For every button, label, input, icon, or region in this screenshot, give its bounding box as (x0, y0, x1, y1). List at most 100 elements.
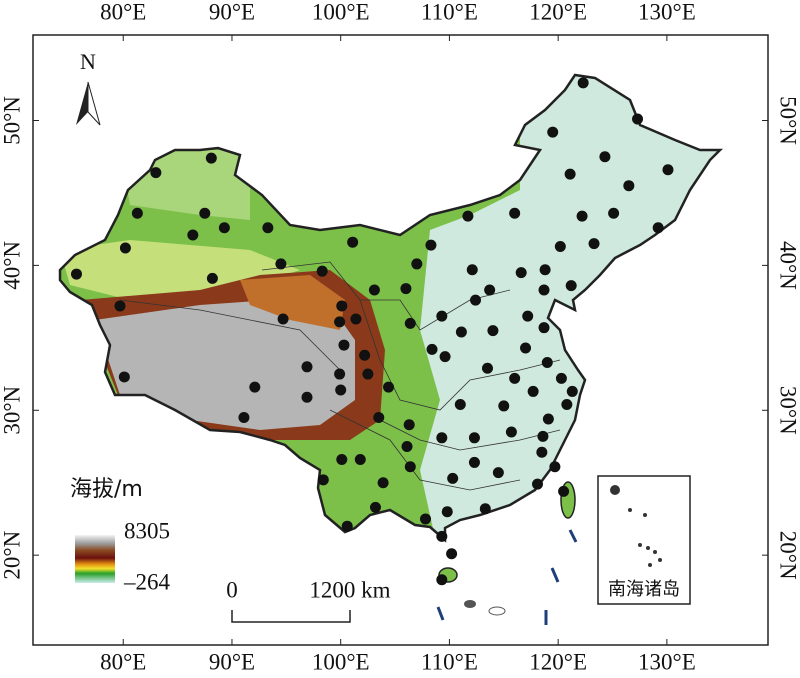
legend-title: 海拔/m (70, 477, 143, 502)
station (199, 207, 211, 219)
station (531, 478, 543, 490)
station (334, 316, 346, 328)
station (577, 77, 589, 89)
station (564, 168, 576, 180)
station (404, 317, 416, 329)
island (464, 600, 476, 608)
station (262, 222, 274, 234)
lon-label: 120°E (529, 649, 587, 674)
station (462, 210, 474, 222)
station (466, 264, 478, 276)
station (218, 222, 230, 234)
station (400, 283, 412, 295)
station (354, 454, 366, 466)
station (426, 343, 438, 355)
station (484, 284, 496, 296)
station (119, 242, 131, 254)
station (118, 371, 130, 383)
station (505, 426, 517, 438)
lon-label: 110°E (421, 0, 478, 24)
station (368, 284, 380, 296)
station (662, 164, 674, 176)
station (455, 326, 467, 338)
station (536, 446, 548, 458)
station (335, 384, 347, 396)
lat-label: 30°N (776, 386, 800, 435)
station (652, 222, 664, 234)
station (632, 113, 644, 125)
station (520, 342, 532, 354)
station (401, 440, 413, 452)
lon-label: 130°E (638, 0, 696, 24)
station (441, 506, 453, 518)
station (555, 372, 567, 384)
station (481, 362, 493, 374)
station (537, 430, 549, 442)
lon-label: 90°E (209, 649, 255, 674)
station (404, 461, 416, 473)
lat-label: 50°N (0, 96, 24, 145)
station (542, 413, 554, 425)
station (541, 356, 553, 368)
station (403, 419, 415, 431)
station (114, 300, 126, 312)
station (206, 272, 218, 284)
lon-label: 110°E (421, 649, 478, 674)
lon-label: 120°E (529, 0, 587, 24)
station (515, 267, 527, 279)
lat-label: 40°N (0, 241, 24, 290)
station (487, 325, 499, 337)
station (275, 258, 287, 270)
scale-start: 0 (226, 577, 238, 602)
lon-label: 100°E (312, 649, 370, 674)
lon-label: 130°E (638, 649, 696, 674)
station (362, 368, 374, 380)
station (350, 313, 362, 325)
station (336, 454, 348, 466)
station (420, 513, 432, 525)
station (238, 412, 250, 424)
station (561, 398, 573, 410)
island (488, 606, 506, 616)
station (301, 391, 313, 403)
scale-bar (231, 610, 351, 623)
scale-end: 1200 km (309, 577, 390, 602)
station (479, 503, 491, 515)
station (498, 400, 510, 412)
lon-label: 80°E (100, 649, 146, 674)
station (70, 268, 82, 280)
lon-label: 100°E (312, 0, 370, 24)
lat-label: 50°N (776, 96, 800, 145)
nine-dash-line (436, 529, 578, 625)
inset-islands (610, 485, 662, 567)
station (187, 229, 199, 241)
inset-label: 南海诸岛 (608, 579, 680, 600)
station (608, 207, 620, 219)
station (576, 210, 588, 222)
lat-label: 40°N (776, 241, 800, 290)
station (468, 432, 480, 444)
station (509, 207, 521, 219)
inset-frame (597, 475, 691, 605)
station (369, 501, 381, 513)
station (588, 238, 600, 250)
station (377, 477, 389, 489)
station (623, 180, 635, 192)
station (341, 520, 353, 532)
station (131, 207, 143, 219)
station (317, 474, 329, 486)
station (338, 339, 350, 351)
station (547, 126, 559, 138)
station (554, 241, 566, 253)
station (301, 361, 313, 373)
station (527, 385, 539, 397)
station (373, 412, 385, 424)
station (538, 284, 550, 296)
station (277, 313, 289, 325)
lat-label: 20°N (776, 531, 800, 580)
station (446, 548, 458, 560)
station (566, 385, 578, 397)
station (549, 461, 561, 473)
station (539, 264, 551, 276)
north-label: N (80, 49, 96, 74)
